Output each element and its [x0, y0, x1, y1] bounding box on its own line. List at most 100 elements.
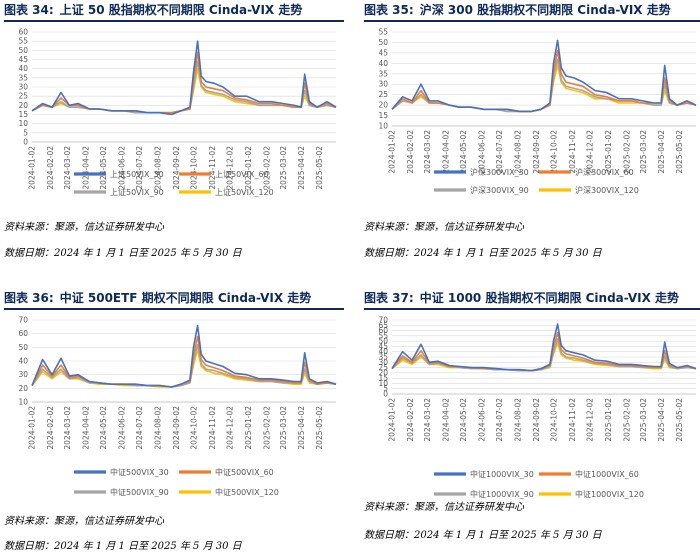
legend-label: 上证50VIX_90 [110, 188, 164, 197]
y-tick-label: 70 [18, 316, 28, 325]
x-tick-label: 2024-10-02 [190, 146, 199, 190]
legend-label: 中证1000VIX_30 [470, 469, 534, 479]
y-tick-label: 40 [18, 64, 28, 73]
series-line [31, 40, 337, 116]
x-tick-label: 2024-10-02 [550, 398, 559, 442]
x-tick-label: 2024-01-02 [388, 398, 397, 442]
x-tick-label: 2024-04-02 [441, 398, 450, 442]
x-tick-label: 2024-08-02 [513, 398, 522, 442]
y-tick-label: 50 [378, 38, 388, 47]
y-tick-label: 10 [378, 122, 388, 131]
x-tick-label: 2024-02-02 [46, 406, 55, 450]
x-tick-label: 2025-01-02 [244, 406, 253, 450]
x-tick-label: 2025-05-02 [675, 130, 684, 174]
x-tick-label: 2024-02-02 [46, 146, 55, 190]
x-tick-label: 2024-12-02 [226, 146, 235, 190]
y-tick-label: 35 [378, 353, 388, 362]
series-line [391, 331, 697, 372]
x-tick-label: 2025-02-02 [262, 146, 271, 190]
x-tick-label: 2025-02-02 [262, 406, 271, 450]
x-tick-label: 2024-05-02 [459, 398, 468, 442]
x-tick-label: 2025-01-02 [604, 398, 613, 442]
y-tick-label: 15 [18, 110, 28, 119]
y-tick-label: 0 [23, 138, 28, 147]
chart-title: 图表 35: 沪深 300 股指期权不同期限 Cinda-VIX 走势 [364, 0, 700, 20]
y-tick-label: 35 [378, 69, 388, 78]
legend-label: 沪深300VIX_60 [575, 167, 634, 177]
x-tick-label: 2024-04-02 [81, 146, 90, 190]
x-tick-label: 2024-03-02 [423, 130, 432, 174]
y-tick-label: 30 [378, 80, 388, 89]
chart-title: 图表 34: 上证 50 股指期权不同期限 Cinda-VIX 走势 [4, 0, 344, 20]
series-line [31, 51, 337, 114]
y-tick-label: 60 [18, 28, 28, 37]
x-tick-label: 2024-07-02 [135, 146, 144, 190]
x-tick-label: 2025-03-02 [639, 398, 648, 442]
x-tick-label: 2025-01-02 [604, 130, 613, 174]
y-tick-label: 15 [378, 111, 388, 120]
x-tick-label: 2024-01-02 [28, 406, 37, 450]
y-tick-label: 25 [18, 92, 28, 101]
date-note: 数据日期：2024 年 1 月 1 日至 2025 年 5 月 30 日 [4, 541, 242, 552]
legend-label: 中证500VIX_60 [215, 467, 274, 477]
y-tick-label: 5 [383, 384, 388, 393]
chart-title-text: 沪深 300 股指期权不同期限 Cinda-VIX 走势 [419, 3, 671, 17]
x-tick-label: 2024-06-02 [117, 406, 126, 450]
y-tick-label: 60 [18, 329, 28, 338]
x-tick-label: 2024-05-02 [459, 130, 468, 174]
legend-label: 上证50VIX_60 [215, 170, 269, 179]
x-tick-label: 2024-05-02 [99, 406, 108, 450]
chart-title-text: 中证 1000 股指期权不同期限 Cinda-VIX 走势 [419, 291, 680, 305]
x-tick-label: 2024-12-02 [226, 406, 235, 450]
source-note: 资料来源：聚源，信达证券研发中心 [4, 222, 164, 233]
x-tick-label: 2025-05-02 [315, 406, 324, 450]
y-tick-label: 5 [23, 128, 28, 137]
chart-panel-hs300: 图表 35: 沪深 300 股指期权不同期限 Cinda-VIX 走势 10 15 2… [364, 0, 700, 214]
title-rule [364, 308, 700, 310]
y-tick-label: 10 [18, 398, 28, 407]
y-tick-label: 40 [378, 347, 388, 356]
x-tick-label: 2024-05-02 [99, 146, 108, 190]
x-tick-label: 2024-12-02 [586, 130, 595, 174]
y-tick-label: 55 [18, 37, 28, 46]
x-tick-label: 2025-03-02 [639, 130, 648, 174]
date-note: 数据日期：2024 年 1 月 1 日至 2025 年 5 月 30 日 [4, 248, 242, 259]
x-tick-label: 2024-08-02 [153, 146, 162, 190]
y-tick-label: 20 [18, 384, 28, 393]
legend-label: 中证1000VIX_60 [575, 469, 639, 479]
x-tick-label: 2024-01-02 [388, 130, 397, 174]
source-note: 资料来源：聚源，信达证券研发中心 [364, 222, 524, 233]
x-tick-label: 2025-04-02 [297, 146, 306, 190]
x-tick-label: 2024-11-02 [568, 130, 577, 174]
x-tick-label: 2024-10-02 [190, 406, 199, 450]
date-note: 数据日期：2024 年 1 月 1 日至 2025 年 5 月 30 日 [364, 530, 602, 541]
x-tick-label: 2024-09-02 [172, 406, 181, 450]
x-tick-label: 2024-03-02 [63, 406, 72, 450]
x-tick-label: 2024-11-02 [208, 146, 217, 190]
x-tick-label: 2024-09-02 [172, 146, 181, 190]
legend-label: 沪深300VIX_120 [575, 185, 639, 195]
x-tick-label: 2025-04-02 [657, 398, 666, 442]
x-tick-label: 2024-02-02 [406, 130, 415, 174]
chart-title-text: 中证 500ETF 期权不同期限 Cinda-VIX 走势 [59, 291, 312, 305]
x-tick-label: 2025-03-02 [279, 146, 288, 190]
y-tick-label: 40 [378, 59, 388, 68]
x-tick-label: 2024-10-02 [550, 130, 559, 174]
source-note: 资料来源：聚源，信达证券研发中心 [4, 516, 164, 527]
series-line [391, 342, 697, 372]
chart-title: 图表 36: 中证 500ETF 期权不同期限 Cinda-VIX 走势 [4, 288, 344, 308]
y-tick-label: 30 [18, 370, 28, 379]
y-tick-label: 10 [378, 379, 388, 388]
title-rule [4, 20, 344, 22]
x-tick-label: 2025-04-02 [297, 406, 306, 450]
x-tick-label: 2024-08-02 [153, 406, 162, 450]
x-tick-label: 2024-06-02 [117, 146, 126, 190]
x-tick-label: 2024-02-02 [406, 398, 415, 442]
y-tick-label: 20 [378, 101, 388, 110]
x-tick-label: 2024-07-02 [495, 398, 504, 442]
y-tick-label: 30 [18, 83, 28, 92]
y-tick-label: 20 [378, 368, 388, 377]
